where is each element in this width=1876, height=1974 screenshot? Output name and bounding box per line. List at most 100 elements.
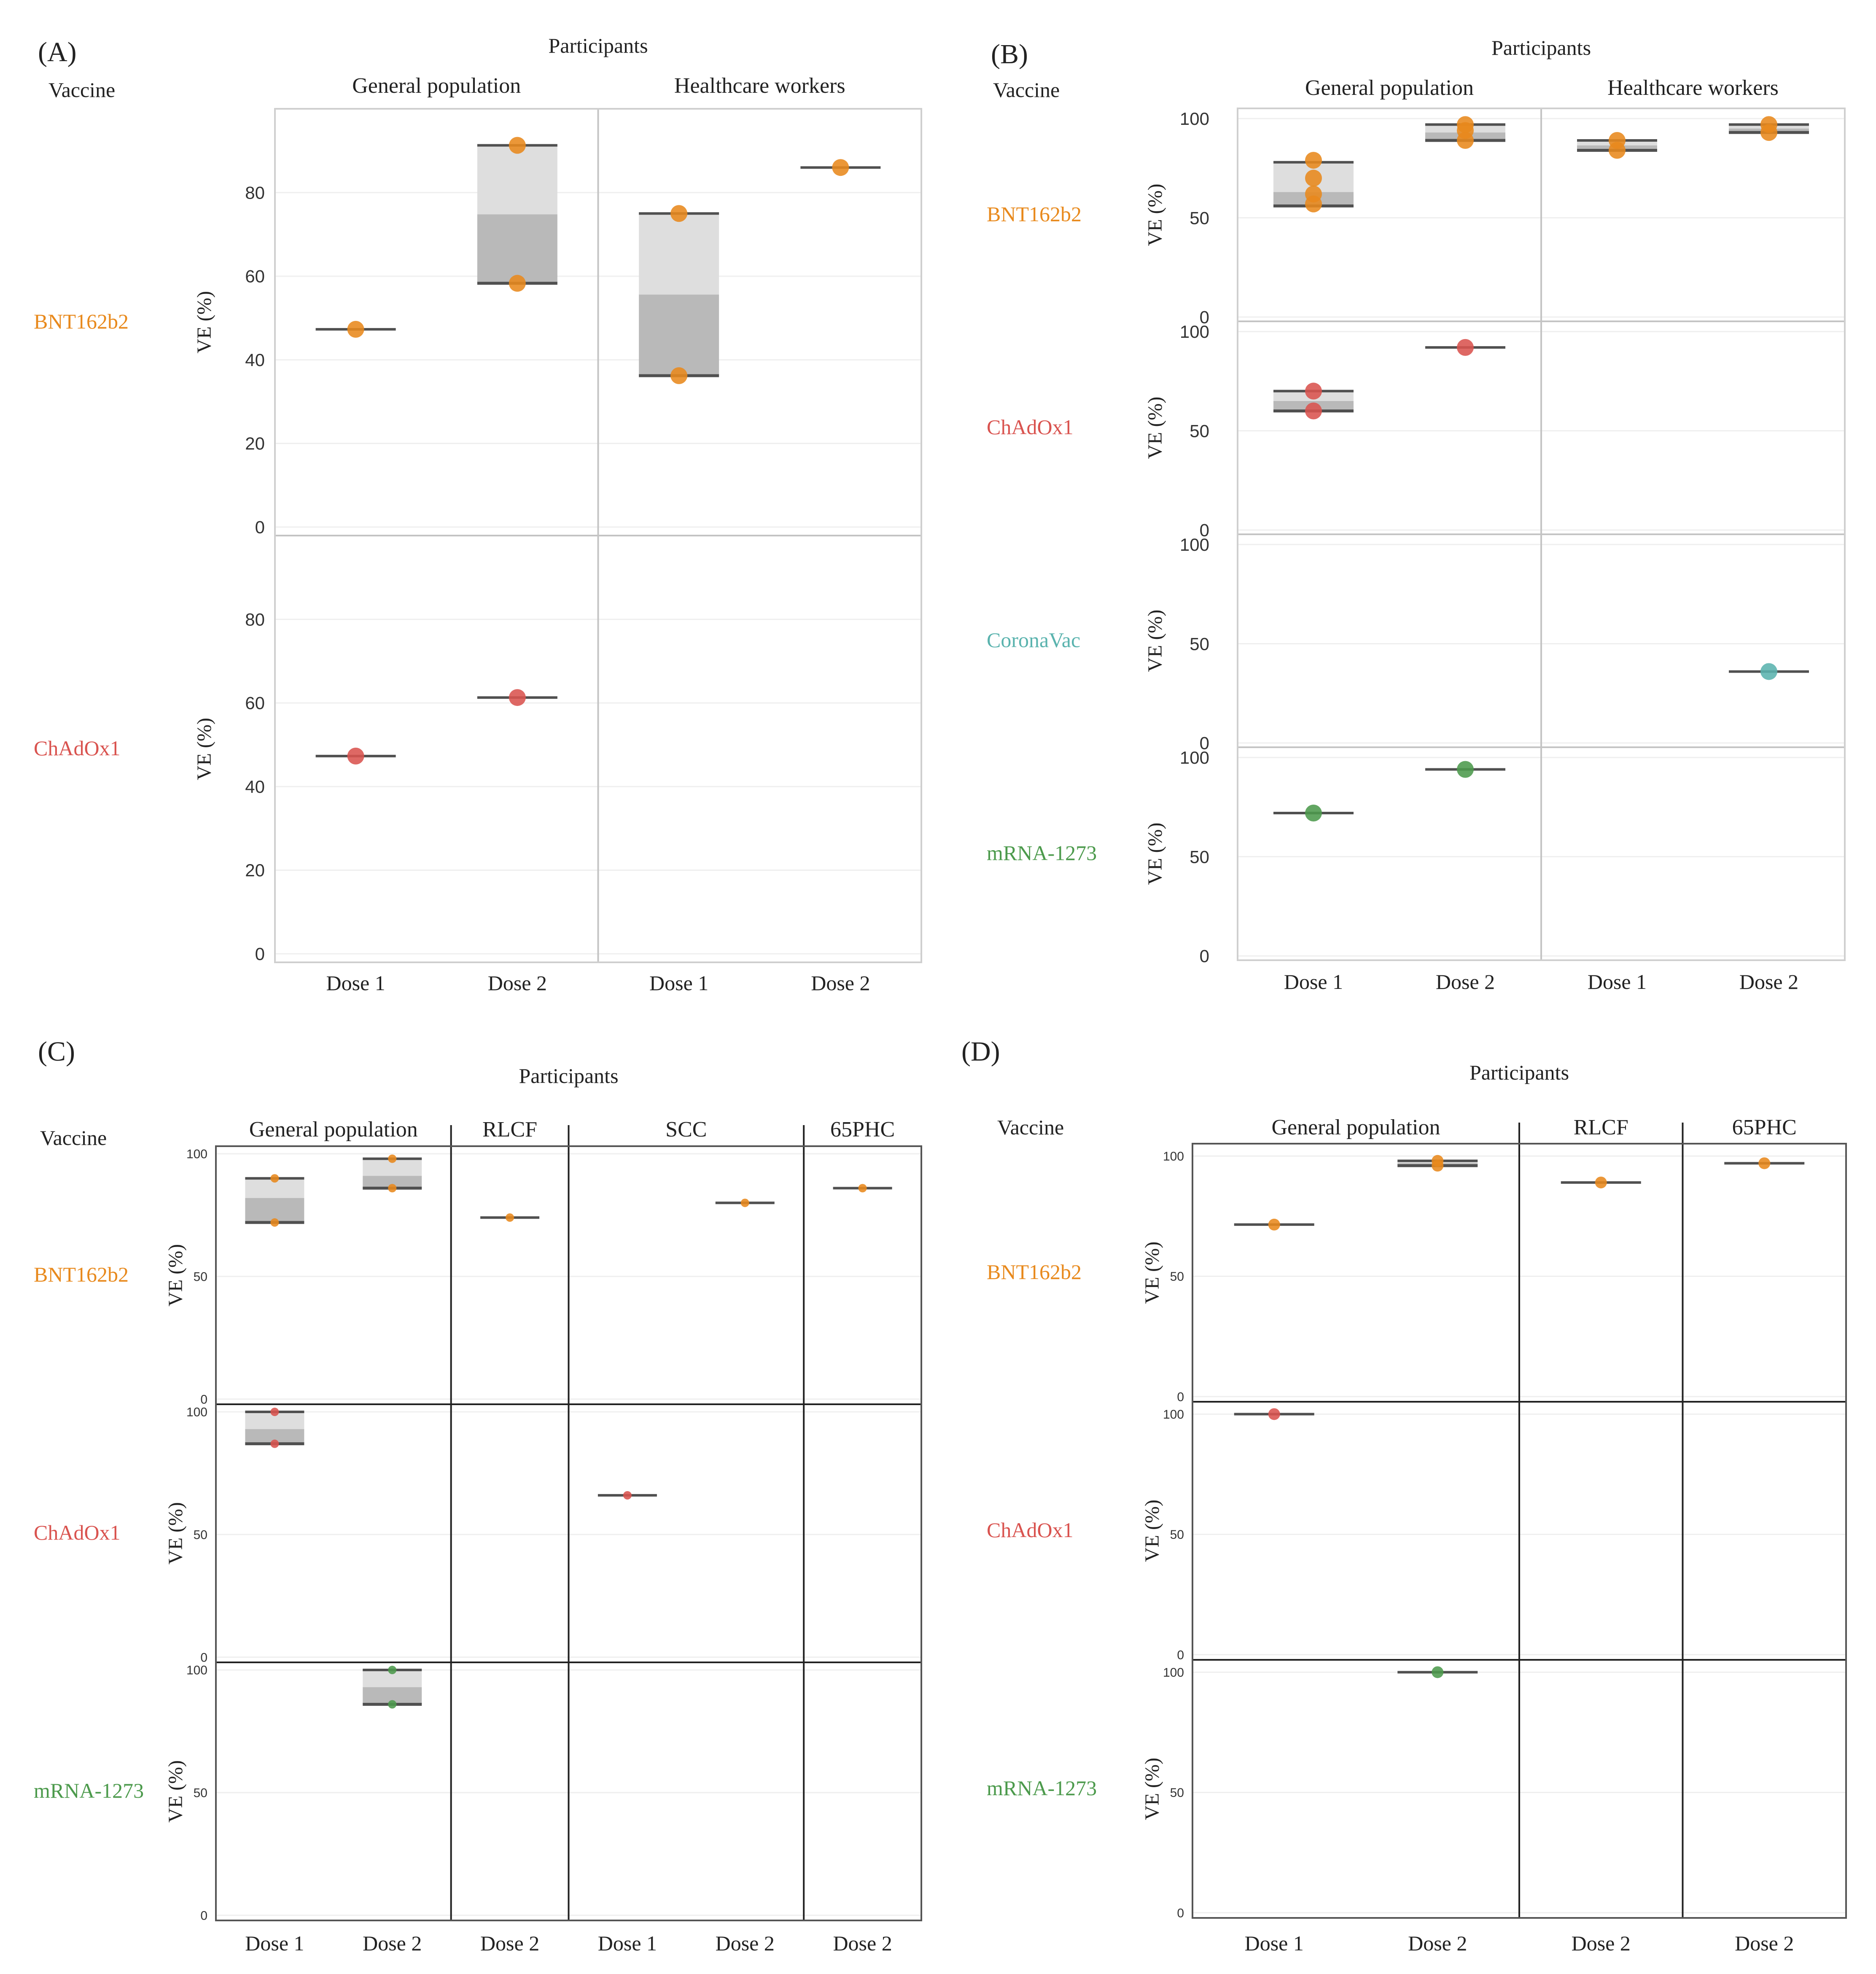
y-axis-label: VE (%) bbox=[1141, 1500, 1163, 1562]
panel-a: (A) Participants Vaccine General population… bbox=[34, 34, 922, 995]
data-point bbox=[623, 1491, 632, 1500]
y-tick-label: 100 bbox=[1163, 1666, 1184, 1680]
panel-c: (C) Participants Vaccine General population… bbox=[34, 1036, 922, 1955]
data-point bbox=[270, 1174, 279, 1183]
vaccine-label: ChAdOx1 bbox=[987, 415, 1074, 439]
y-tick-label: 50 bbox=[1190, 847, 1209, 867]
data-point bbox=[1305, 805, 1322, 822]
data-point bbox=[1758, 1157, 1771, 1169]
y-tick-label: 50 bbox=[1170, 1528, 1184, 1542]
y-tick-label: 50 bbox=[1190, 421, 1209, 441]
box-upper bbox=[477, 145, 557, 215]
y-tick-label: 0 bbox=[200, 1909, 207, 1923]
panel-label: (D) bbox=[961, 1036, 1000, 1067]
y-tick-label: 40 bbox=[245, 350, 265, 370]
dose-label: Dose 2 bbox=[1572, 1931, 1631, 1955]
participants-title: Participants bbox=[1491, 36, 1591, 59]
group-label: General population bbox=[1305, 76, 1474, 100]
data-point bbox=[1305, 170, 1322, 187]
dose-label: Dose 2 bbox=[1739, 970, 1798, 994]
box-lower bbox=[639, 294, 719, 376]
data-point bbox=[1268, 1408, 1280, 1420]
y-axis-label: VE (%) bbox=[1144, 823, 1166, 885]
plot-frame bbox=[1237, 108, 1846, 961]
y-tick-label: 0 bbox=[255, 944, 265, 964]
data-point bbox=[509, 275, 526, 292]
vaccine-label: BNT162b2 bbox=[34, 1263, 129, 1286]
data-point bbox=[388, 1184, 397, 1193]
vaccine-label: mRNA-1273 bbox=[987, 1776, 1097, 1800]
dose-label: Dose 1 bbox=[1588, 970, 1647, 994]
vaccine-label: BNT162b2 bbox=[34, 310, 129, 333]
data-point bbox=[388, 1666, 397, 1675]
participants-title: Participants bbox=[1470, 1061, 1569, 1084]
dose-label: Dose 2 bbox=[480, 1931, 539, 1955]
y-tick-label: 0 bbox=[1200, 520, 1209, 540]
vaccine-header: Vaccine bbox=[997, 1115, 1064, 1139]
data-point bbox=[509, 137, 526, 154]
panel-label: (B) bbox=[991, 39, 1028, 70]
data-point bbox=[1305, 402, 1322, 420]
y-tick-label: 50 bbox=[1190, 208, 1209, 228]
data-point bbox=[1760, 663, 1777, 680]
y-tick-label: 20 bbox=[245, 434, 265, 453]
plot-frame bbox=[215, 1145, 922, 1921]
y-tick-label: 0 bbox=[1200, 307, 1209, 327]
data-point bbox=[670, 367, 688, 384]
data-point bbox=[388, 1700, 397, 1709]
group-label: 65PHC bbox=[1732, 1115, 1797, 1139]
y-tick-label: 0 bbox=[1200, 733, 1209, 753]
data-point bbox=[270, 1408, 279, 1417]
group-label: Healthcare workers bbox=[1607, 76, 1779, 100]
panel-label: (C) bbox=[38, 1036, 75, 1067]
group-label: Healthcare workers bbox=[674, 74, 845, 98]
group-label: SCC bbox=[665, 1118, 707, 1142]
y-axis-label: VE (%) bbox=[164, 1760, 187, 1823]
participants-title: Participants bbox=[548, 34, 648, 57]
y-tick-label: 0 bbox=[1177, 1390, 1184, 1404]
data-point bbox=[1760, 124, 1777, 141]
panel-b: (B) Participants Vaccine General population… bbox=[987, 36, 1846, 994]
vaccine-label: ChAdOx1 bbox=[987, 1518, 1074, 1542]
data-point bbox=[506, 1213, 514, 1222]
y-axis-label: VE (%) bbox=[1144, 397, 1166, 459]
data-point bbox=[1595, 1177, 1607, 1189]
data-point bbox=[1609, 142, 1626, 159]
y-tick-label: 0 bbox=[1177, 1906, 1184, 1920]
y-tick-label: 50 bbox=[194, 1270, 207, 1284]
data-point bbox=[858, 1184, 867, 1193]
data-point bbox=[1268, 1218, 1280, 1231]
vaccine-header: Vaccine bbox=[993, 78, 1060, 102]
data-point bbox=[347, 320, 364, 338]
data-point bbox=[1457, 132, 1474, 149]
y-tick-label: 0 bbox=[200, 1392, 207, 1406]
group-label: General population bbox=[352, 74, 521, 98]
y-axis-label: VE (%) bbox=[1144, 610, 1166, 672]
data-point bbox=[832, 159, 849, 176]
y-axis-label: VE (%) bbox=[164, 1502, 187, 1565]
data-point bbox=[1432, 1666, 1444, 1678]
group-label: 65PHC bbox=[830, 1118, 895, 1142]
y-tick-label: 50 bbox=[194, 1528, 207, 1542]
data-point bbox=[1432, 1160, 1444, 1172]
group-label: General population bbox=[1272, 1115, 1440, 1139]
y-axis-label: VE (%) bbox=[193, 718, 215, 780]
y-tick-label: 100 bbox=[186, 1664, 207, 1678]
dose-label: Dose 1 bbox=[1284, 970, 1343, 994]
data-point bbox=[1457, 339, 1474, 356]
box-upper bbox=[639, 213, 719, 295]
y-tick-label: 20 bbox=[245, 860, 265, 880]
y-tick-label: 0 bbox=[200, 1651, 207, 1664]
vaccine-label: ChAdOx1 bbox=[34, 736, 121, 760]
vaccine-header: Vaccine bbox=[40, 1126, 107, 1150]
group-label: General population bbox=[249, 1118, 418, 1142]
y-tick-label: 100 bbox=[186, 1147, 207, 1161]
group-label: RLCF bbox=[482, 1118, 537, 1142]
data-point bbox=[1305, 152, 1322, 169]
y-axis-label: VE (%) bbox=[1141, 1241, 1163, 1304]
y-tick-label: 50 bbox=[194, 1786, 207, 1800]
y-tick-label: 100 bbox=[186, 1406, 207, 1419]
dose-label: Dose 2 bbox=[1436, 970, 1495, 994]
y-tick-label: 0 bbox=[1177, 1648, 1184, 1662]
y-tick-label: 50 bbox=[1170, 1786, 1184, 1800]
